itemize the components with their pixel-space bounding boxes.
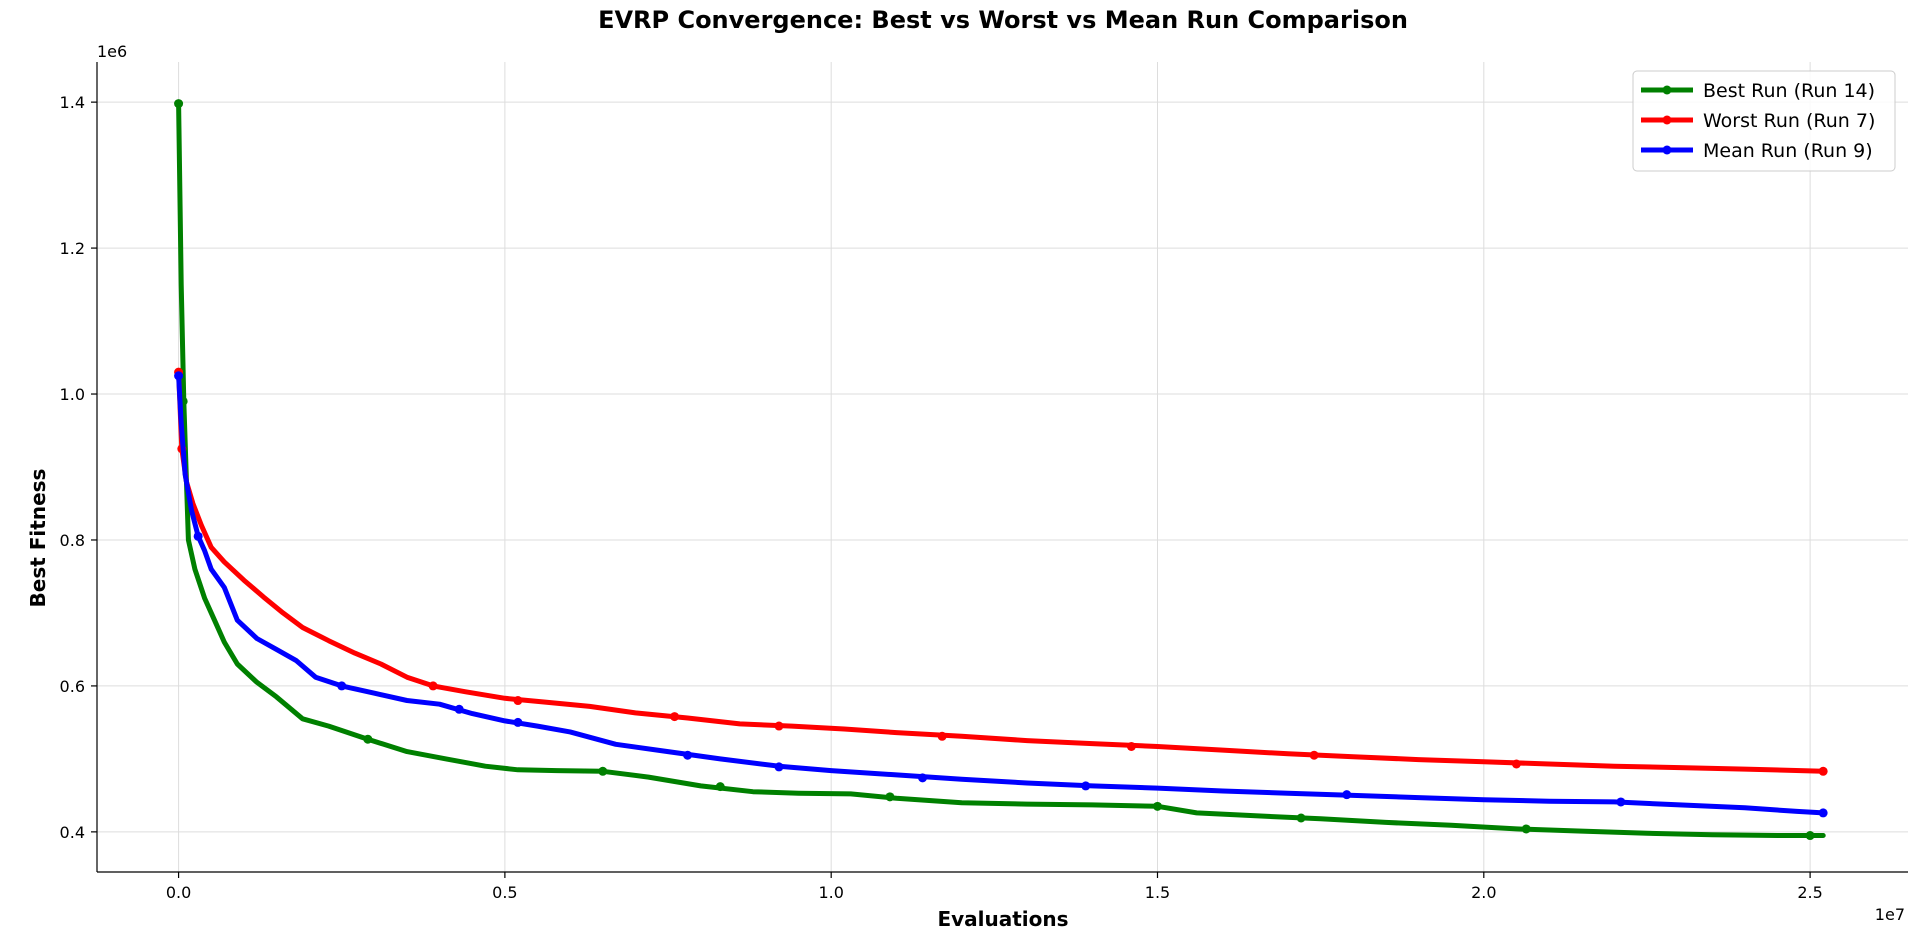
series-1-marker-5 [774,721,784,731]
x-tick-label-1: 0.5 [492,883,517,902]
series-2-marker-10 [1616,797,1626,807]
series-1-marker-2 [428,681,438,691]
legend: Best Run (Run 14) Worst Run (Run 7) Mean R… [1632,70,1896,172]
series-2-marker-11 [1818,808,1828,818]
x-tick-label-0: 0.0 [166,883,191,902]
x-tick-label-3: 1.5 [1145,883,1170,902]
y-tick-label-2: 0.8 [60,531,85,550]
series-0-marker-7 [1296,813,1306,823]
y-tick-label-5: 1.4 [60,93,85,112]
legend-box [1632,70,1896,172]
y-axis-offset-label: 1e6 [97,42,127,61]
legend-marker-0 [1662,85,1672,95]
x-tick-label-4: 2.0 [1471,883,1496,902]
series-2-marker-4 [513,717,523,727]
series-2-marker-2 [337,681,347,691]
series-line-0 [176,101,1826,838]
series-2 [174,371,1828,818]
x-tick-label-2: 1.0 [818,883,843,902]
legend-marker-2 [1662,145,1672,155]
series-2-marker-7 [918,773,928,783]
series-1-marker-10 [1818,766,1828,776]
series-0-marker-2 [363,734,373,744]
series-2-marker-6 [774,762,784,772]
series-2-marker-3 [454,704,464,714]
y-axis-label: Best Fitness [26,469,50,608]
series-0-marker-9 [1805,831,1815,841]
legend-label-2: Mean Run (Run 9) [1703,140,1873,162]
series-layer [174,99,1828,841]
series-0-marker-8 [1521,824,1531,834]
series-1-marker-9 [1511,759,1521,769]
series-1-marker-8 [1309,750,1319,760]
legend-label-1: Worst Run (Run 7) [1703,110,1875,132]
series-2-marker-0 [174,371,184,381]
legend-item-1: Worst Run (Run 7) [1641,110,1875,132]
series-line-2 [176,373,1826,816]
chart-title: EVRP Convergence: Best vs Worst vs Mean … [598,6,1408,34]
legend-label-0: Best Run (Run 14) [1703,80,1875,102]
legend-item-2: Mean Run (Run 9) [1641,140,1873,162]
series-2-marker-8 [1081,781,1091,791]
series-1-marker-4 [670,712,680,722]
legend-item-0: Best Run (Run 14) [1641,80,1875,102]
axes-layer: 0.0 0.5 1.0 1.5 2.0 2.5 0.4 0.6 0.8 1.0 1.2 1.4 [60,62,1908,902]
series-0-marker-6 [1152,801,1162,811]
legend-marker-1 [1662,115,1672,125]
series-2-marker-9 [1342,790,1352,800]
x-axis-label: Evaluations [937,907,1068,931]
series-0-marker-0 [174,99,184,109]
series-0-marker-3 [598,766,608,776]
y-tick-label-3: 1.0 [60,385,85,404]
series-1-marker-6 [937,731,947,741]
grid-layer [97,62,1908,872]
y-tick-label-4: 1.2 [60,239,85,258]
series-0 [174,99,1826,841]
series-0-marker-5 [885,792,895,802]
series-line-1 [176,369,1826,774]
series-0-marker-4 [715,782,725,792]
y-tick-label-0: 0.4 [60,823,85,842]
series-1 [174,367,1828,776]
x-axis-offset-label: 1e7 [1875,905,1905,924]
y-tick-label-1: 0.6 [60,677,85,696]
series-2-marker-5 [683,750,693,760]
series-1-marker-3 [513,696,523,706]
series-2-marker-1 [193,531,203,541]
x-tick-label-5: 2.5 [1797,883,1822,902]
series-1-marker-7 [1126,741,1136,751]
